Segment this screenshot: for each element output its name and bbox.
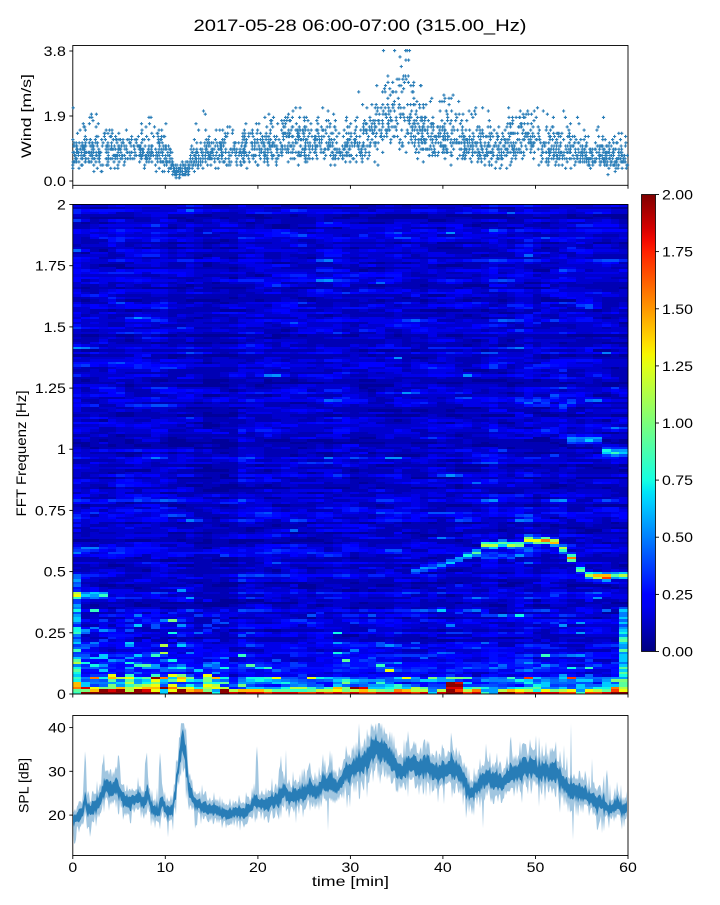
svg-text:40: 40 xyxy=(48,720,66,736)
svg-text:0.50: 0.50 xyxy=(662,529,693,545)
svg-text:Wind [m/s]: Wind [m/s] xyxy=(18,74,34,158)
svg-text:time [min]: time [min] xyxy=(312,873,389,889)
svg-text:0.75: 0.75 xyxy=(35,502,66,518)
svg-text:0.25: 0.25 xyxy=(662,586,693,602)
svg-text:2: 2 xyxy=(57,197,66,213)
svg-text:0.5: 0.5 xyxy=(44,564,66,580)
svg-text:0.25: 0.25 xyxy=(35,625,66,641)
svg-text:1.25: 1.25 xyxy=(662,358,693,374)
svg-text:60: 60 xyxy=(619,859,637,875)
svg-text:1.75: 1.75 xyxy=(662,244,693,260)
svg-text:1.50: 1.50 xyxy=(662,301,693,317)
svg-text:0.00: 0.00 xyxy=(662,644,693,660)
svg-text:1.5: 1.5 xyxy=(44,319,66,335)
svg-text:50: 50 xyxy=(527,859,545,875)
svg-text:2.00: 2.00 xyxy=(662,187,693,203)
svg-text:1.25: 1.25 xyxy=(35,380,66,396)
svg-text:30: 30 xyxy=(342,859,360,875)
svg-text:1.9: 1.9 xyxy=(44,108,66,124)
svg-text:SPL [dB]: SPL [dB] xyxy=(16,758,32,813)
svg-text:3.8: 3.8 xyxy=(44,43,66,59)
svg-text:0: 0 xyxy=(57,686,66,702)
svg-text:10: 10 xyxy=(156,859,174,875)
svg-text:1: 1 xyxy=(57,441,66,457)
svg-text:30: 30 xyxy=(48,763,66,779)
svg-text:0.75: 0.75 xyxy=(662,472,693,488)
svg-text:40: 40 xyxy=(434,859,452,875)
svg-text:1.00: 1.00 xyxy=(662,415,693,431)
svg-text:FFT Frequenz [Hz]: FFT Frequenz [Hz] xyxy=(13,391,29,517)
svg-text:0: 0 xyxy=(68,859,77,875)
svg-text:20: 20 xyxy=(48,807,66,823)
svg-text:20: 20 xyxy=(249,859,267,875)
svg-text:0.0: 0.0 xyxy=(44,173,66,189)
svg-text:1.75: 1.75 xyxy=(35,258,66,274)
svg-text:2017-05-28 06:00-07:00 (315.00: 2017-05-28 06:00-07:00 (315.00_Hz) xyxy=(194,16,527,35)
